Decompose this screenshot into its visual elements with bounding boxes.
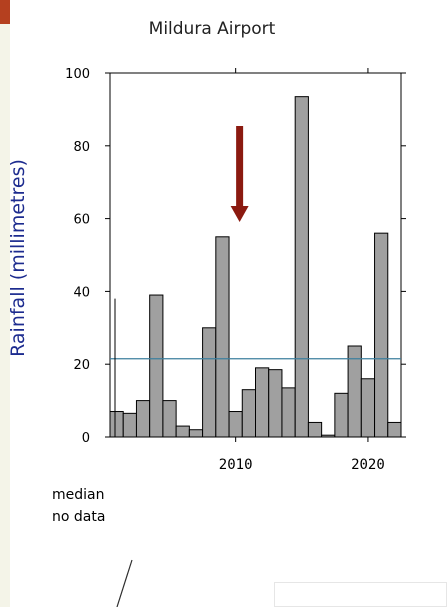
bar-2005	[162, 400, 177, 438]
bar-2007	[188, 429, 204, 438]
bar-2016	[307, 421, 323, 438]
ytick-label: 80	[73, 140, 90, 155]
chart-title: Mildura Airport	[149, 19, 276, 39]
bar-2010	[228, 411, 243, 438]
ytick-label: 0	[82, 431, 90, 446]
bar-2002	[122, 412, 137, 438]
arrow-shaft	[236, 126, 244, 208]
xtick-label: 2020	[351, 457, 385, 473]
decorative-slash	[116, 559, 133, 607]
xtick-label: 2010	[219, 457, 253, 473]
bar-2014	[281, 387, 296, 438]
bar-2018	[334, 392, 349, 438]
bar-2020	[360, 378, 376, 438]
bar-2001	[109, 411, 124, 438]
legend-no-data: no data	[52, 509, 106, 525]
bar-2013	[268, 369, 283, 438]
bar-2017	[321, 434, 336, 438]
bar-2011	[241, 389, 256, 438]
bar-2003	[135, 400, 151, 438]
bar-2004	[149, 294, 164, 438]
ytick-label: 40	[73, 285, 90, 300]
bar-2022	[387, 421, 402, 438]
ytick-label: 60	[73, 213, 90, 228]
bar-2008	[202, 327, 217, 438]
bar-2021	[374, 232, 389, 438]
bar-2006	[175, 425, 190, 438]
arrow-head	[230, 206, 249, 222]
highlight-arrow	[230, 126, 249, 222]
bar-2012	[255, 367, 270, 438]
bar-2009	[215, 236, 230, 438]
y-axis-label: Rainfall (millimetres)	[7, 159, 29, 357]
legend-median: median	[52, 487, 105, 503]
ytick-label: 100	[65, 67, 90, 82]
ytick-label: 20	[73, 358, 90, 373]
bar-2015	[294, 96, 309, 438]
bar-2019	[347, 345, 362, 438]
